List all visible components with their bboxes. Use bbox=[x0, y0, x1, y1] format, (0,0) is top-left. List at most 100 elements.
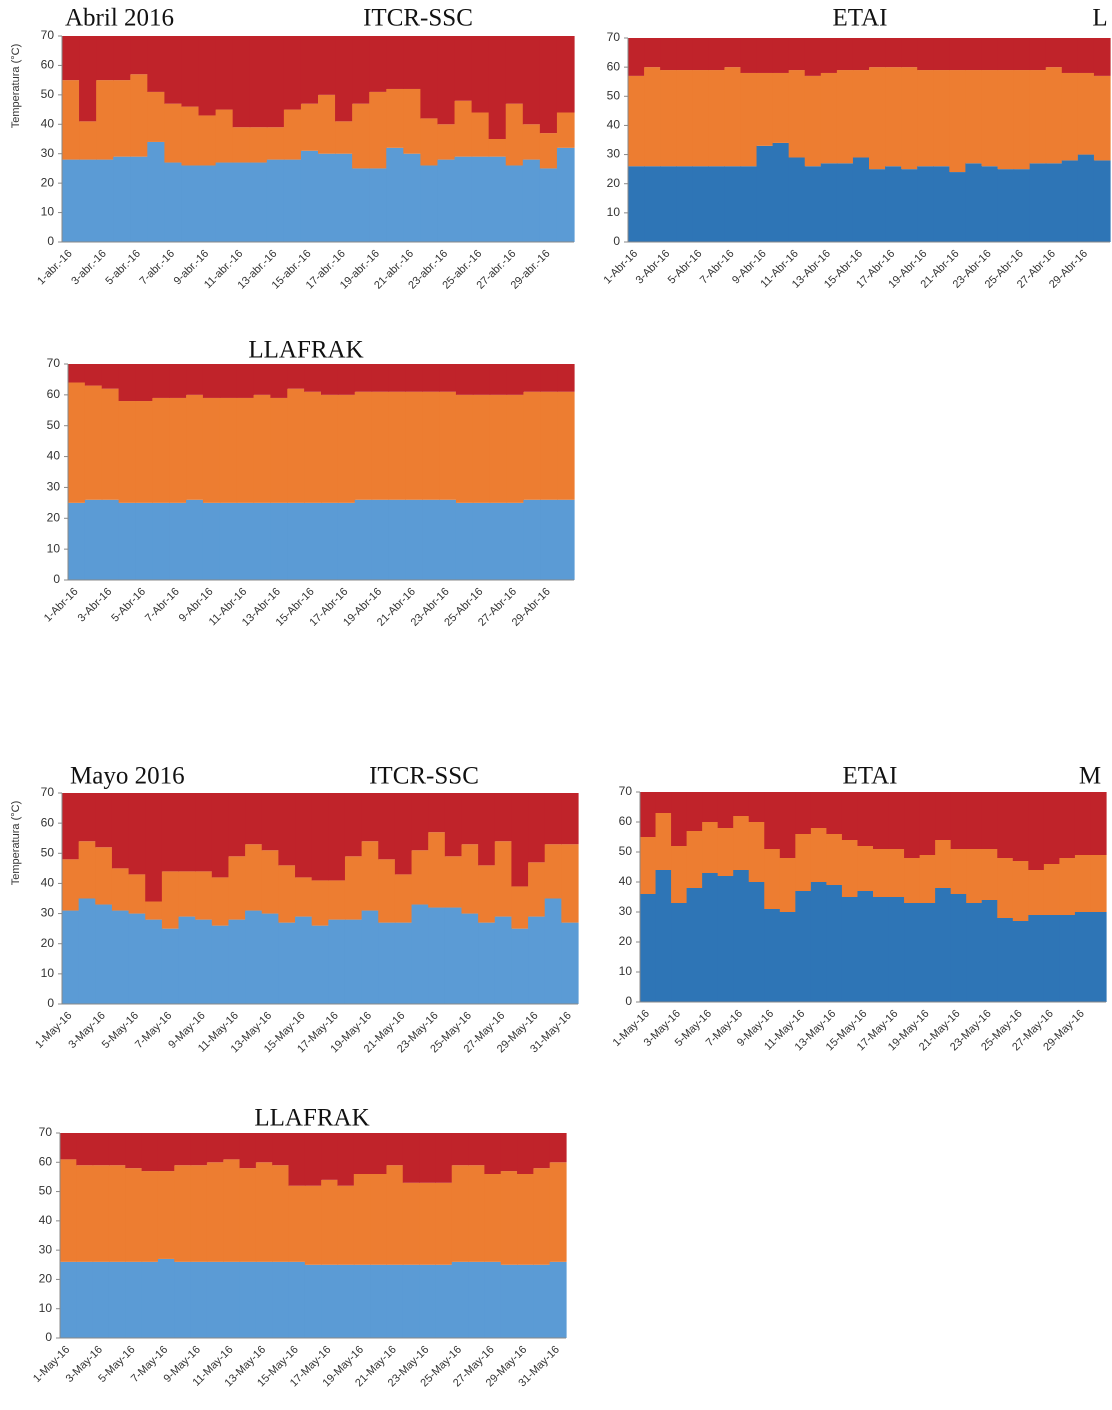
area-step bbox=[198, 115, 217, 166]
area-step bbox=[676, 70, 693, 167]
area-step bbox=[997, 792, 1014, 858]
area-step bbox=[655, 813, 672, 870]
area-step bbox=[371, 364, 390, 392]
area-step bbox=[354, 499, 373, 580]
area-step bbox=[174, 1261, 192, 1338]
area-step bbox=[494, 793, 513, 842]
chart-title: ETAI bbox=[843, 763, 898, 790]
area-step bbox=[852, 38, 870, 71]
area-step bbox=[337, 1133, 355, 1186]
area-step bbox=[76, 1133, 94, 1166]
area-step bbox=[935, 888, 952, 1002]
area-step bbox=[655, 792, 672, 813]
area-step bbox=[239, 1133, 257, 1169]
area-step bbox=[671, 846, 688, 903]
x-tick-label: 1-abr.-16 bbox=[35, 248, 75, 288]
chart-title: ITCR-SSC bbox=[369, 763, 479, 790]
area-step bbox=[145, 793, 163, 902]
area-step bbox=[1045, 67, 1063, 164]
area-step bbox=[748, 882, 765, 1002]
area-step bbox=[873, 792, 890, 849]
area-step bbox=[422, 391, 440, 500]
area-step bbox=[655, 870, 672, 1002]
y-tick-label: 60 bbox=[607, 59, 621, 73]
area-step bbox=[804, 38, 822, 76]
area-step bbox=[420, 118, 439, 166]
area-step bbox=[505, 36, 524, 104]
area-step bbox=[321, 1179, 339, 1265]
area-step bbox=[901, 67, 918, 170]
area-step bbox=[388, 499, 406, 580]
area-step bbox=[304, 364, 322, 392]
area-step bbox=[130, 156, 148, 242]
area-step bbox=[232, 36, 251, 128]
y-tick-label: 0 bbox=[47, 996, 54, 1010]
area-step bbox=[671, 903, 688, 1002]
area-step bbox=[478, 793, 496, 866]
area-step bbox=[919, 855, 936, 903]
area-step bbox=[500, 1133, 518, 1172]
area-step bbox=[68, 502, 86, 580]
area-step bbox=[888, 849, 905, 897]
area-step bbox=[261, 793, 279, 851]
y-tick-label: 10 bbox=[607, 205, 621, 219]
area-step bbox=[455, 502, 474, 580]
area-step bbox=[795, 891, 812, 1002]
area-step bbox=[966, 903, 983, 1002]
area-step bbox=[764, 792, 781, 849]
area-step bbox=[419, 1133, 437, 1183]
area-step bbox=[79, 121, 97, 160]
area-step bbox=[676, 166, 693, 242]
area-step bbox=[169, 364, 187, 398]
chart-title: ETAI bbox=[833, 5, 888, 32]
area-step bbox=[869, 67, 886, 170]
y-tick-label: 0 bbox=[613, 234, 620, 248]
area-step bbox=[403, 36, 421, 89]
area-step bbox=[724, 67, 742, 167]
area-step bbox=[748, 792, 765, 822]
area-step bbox=[232, 162, 251, 242]
area-step bbox=[76, 1165, 94, 1262]
area-step bbox=[369, 91, 387, 169]
area-step bbox=[118, 502, 137, 580]
area-step bbox=[78, 793, 96, 842]
area-step bbox=[92, 1165, 110, 1262]
area-step bbox=[506, 394, 524, 503]
area-step bbox=[869, 169, 886, 242]
area-step bbox=[388, 364, 406, 392]
area-step bbox=[836, 38, 854, 71]
area-step bbox=[468, 1133, 485, 1166]
area-step bbox=[402, 1133, 420, 1183]
x-tick-label: 3-abr.-16 bbox=[69, 248, 109, 288]
area-step bbox=[826, 834, 843, 885]
y-tick-label: 70 bbox=[39, 1125, 53, 1139]
area-step bbox=[405, 364, 423, 392]
area-step bbox=[1012, 792, 1029, 861]
area-step bbox=[178, 871, 196, 917]
area-step bbox=[708, 70, 725, 167]
area-step bbox=[484, 1174, 502, 1262]
area-step bbox=[411, 793, 429, 851]
area-step bbox=[692, 70, 709, 167]
x-tick-label: 5-Abr-16 bbox=[666, 248, 705, 287]
area-step bbox=[461, 913, 479, 1004]
y-tick-label: 40 bbox=[47, 449, 61, 463]
area-step bbox=[1059, 792, 1076, 858]
area-step bbox=[68, 364, 86, 383]
area-step bbox=[79, 36, 97, 122]
area-step bbox=[178, 793, 196, 872]
area-step bbox=[671, 792, 688, 846]
area-step bbox=[439, 364, 457, 392]
area-step bbox=[885, 67, 902, 167]
area-step bbox=[386, 1133, 404, 1166]
area-step bbox=[321, 1264, 339, 1338]
area-step bbox=[419, 1264, 437, 1338]
area-step bbox=[145, 901, 163, 920]
area-step bbox=[108, 1261, 126, 1338]
area-step bbox=[386, 88, 404, 148]
area-step bbox=[245, 910, 263, 1004]
area-step bbox=[311, 880, 329, 926]
area-step bbox=[888, 792, 905, 849]
area-step bbox=[965, 38, 983, 71]
area-step bbox=[644, 166, 661, 242]
